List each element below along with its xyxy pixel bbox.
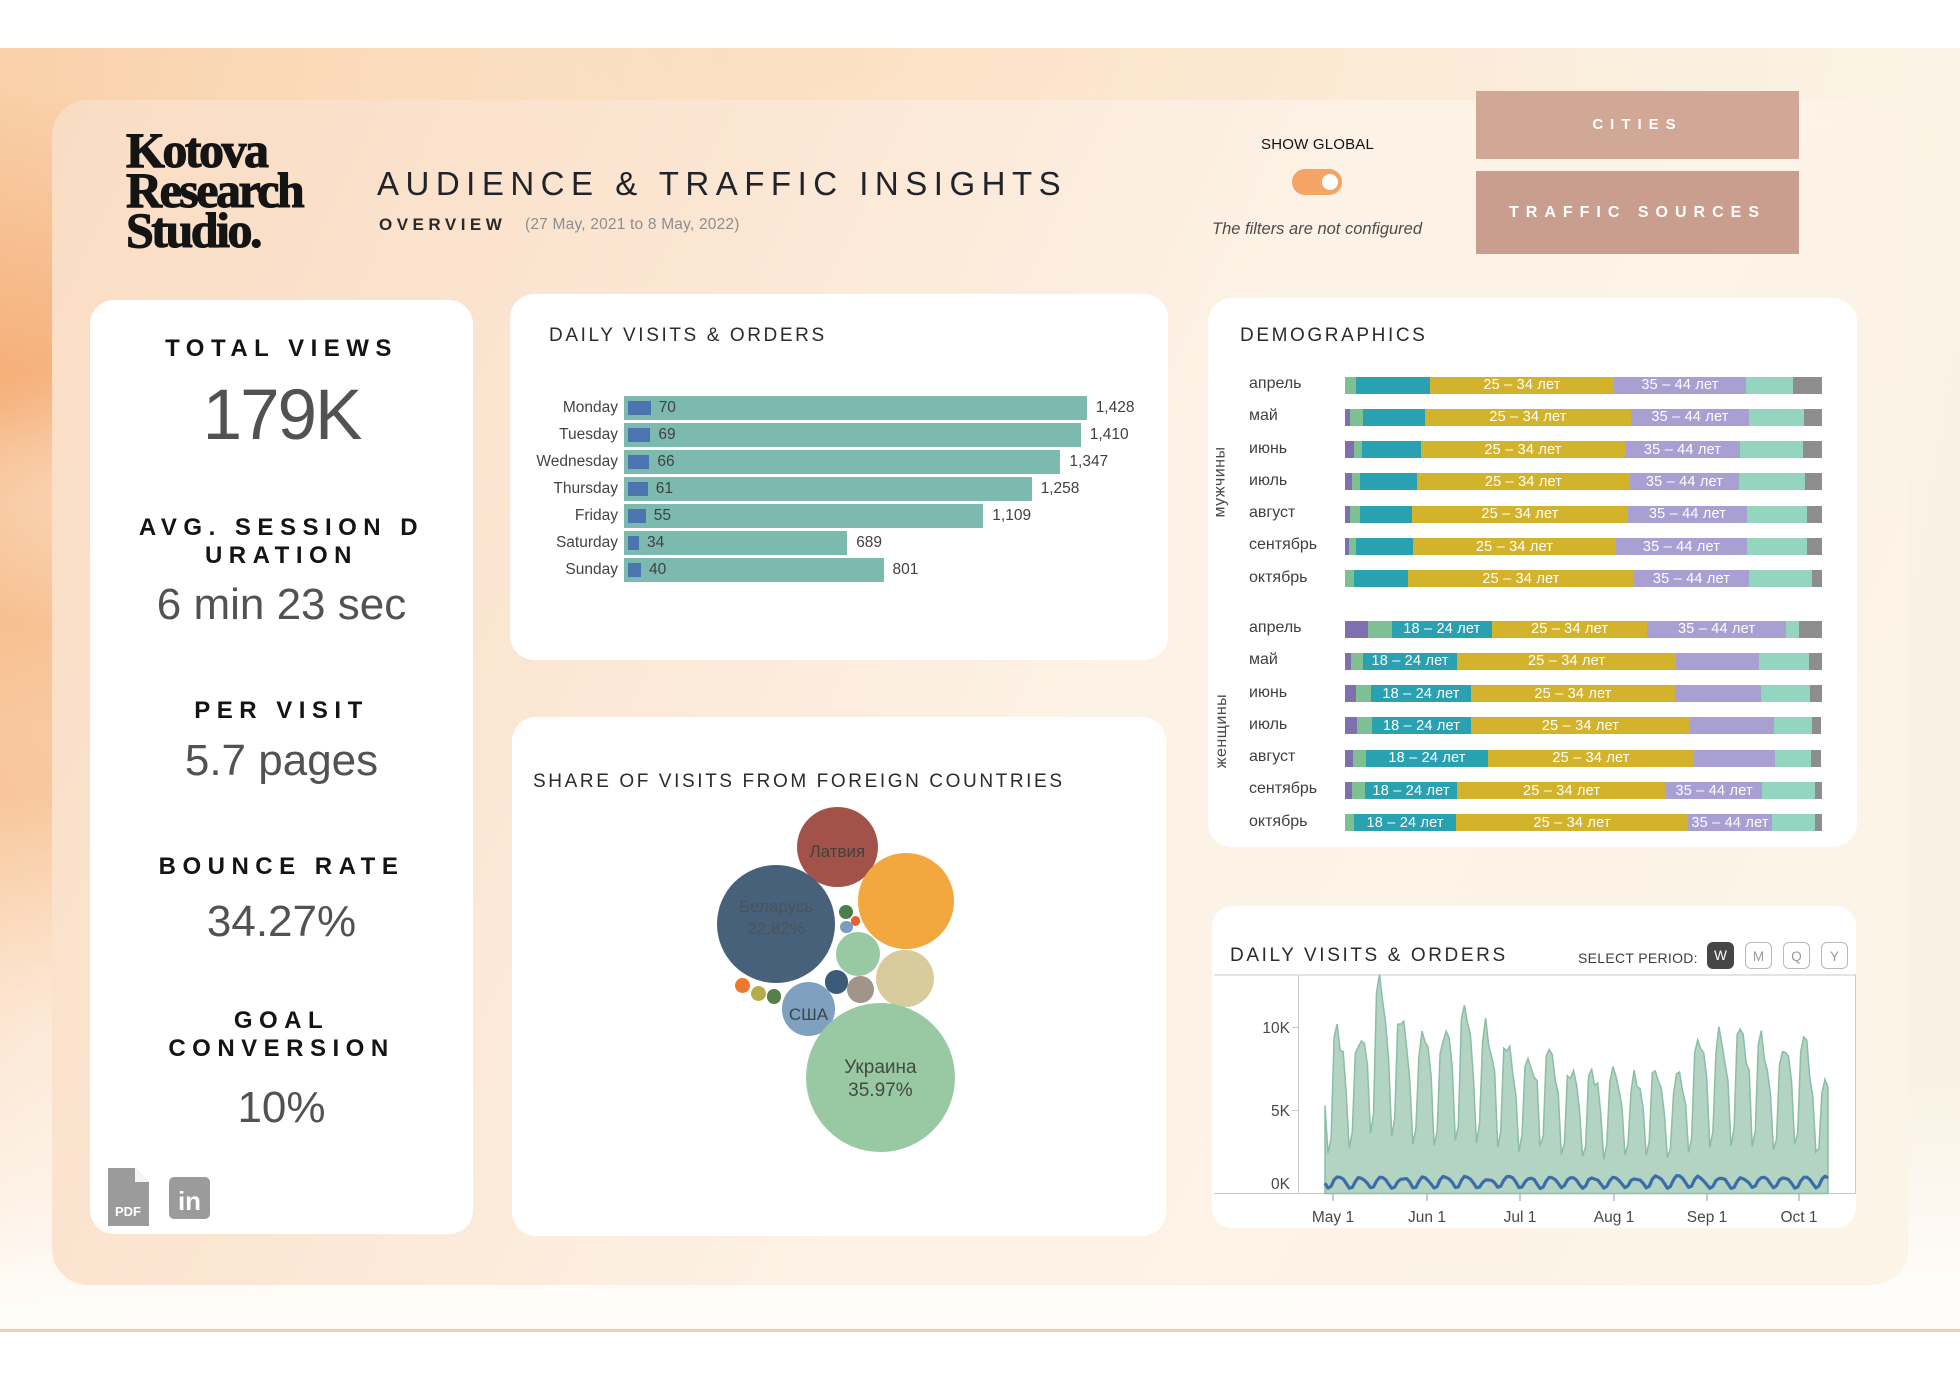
svg-text:10K: 10K: [1262, 1020, 1290, 1037]
svg-text:in: in: [178, 1186, 201, 1216]
svg-text:Aug 1: Aug 1: [1594, 1209, 1635, 1226]
svg-text:Jul 1: Jul 1: [1504, 1209, 1537, 1226]
svg-text:Jun 1: Jun 1: [1408, 1209, 1446, 1226]
svg-text:May 1: May 1: [1312, 1209, 1354, 1226]
svg-text:Oct 1: Oct 1: [1780, 1209, 1817, 1226]
svg-text:0K: 0K: [1271, 1176, 1291, 1193]
svg-text:PDF: PDF: [115, 1204, 141, 1219]
svg-text:5K: 5K: [1271, 1103, 1291, 1120]
svg-text:Sep 1: Sep 1: [1687, 1209, 1728, 1226]
